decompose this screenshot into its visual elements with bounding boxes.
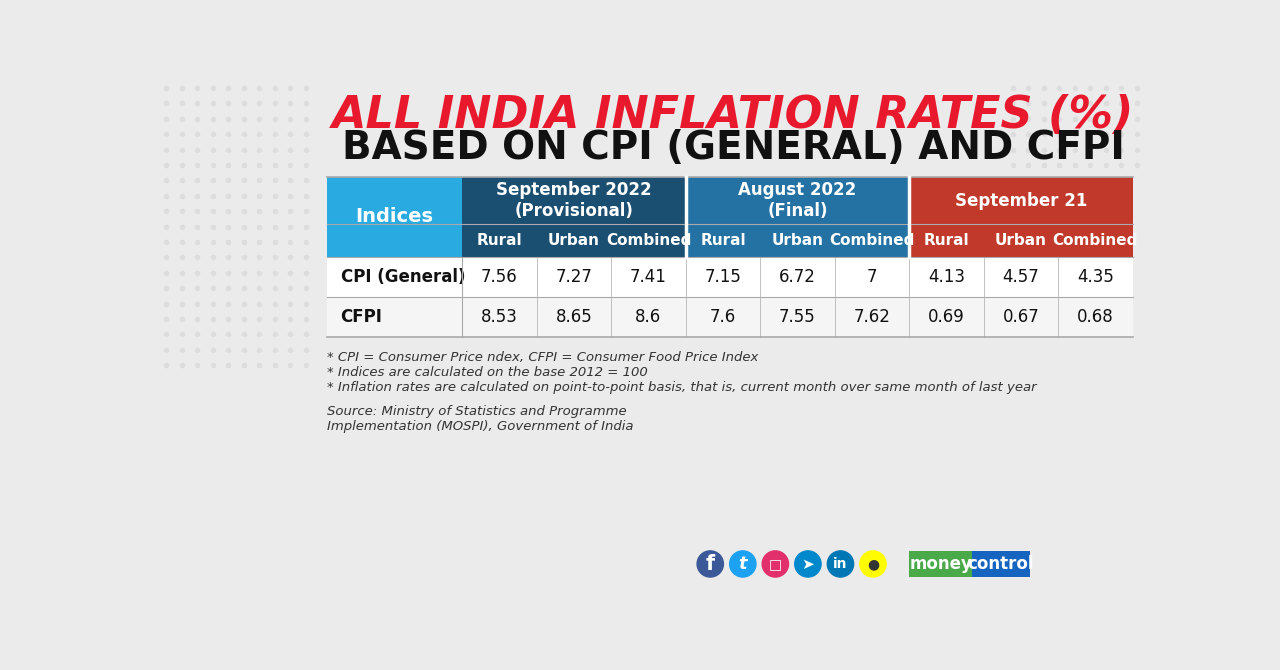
Text: September 21: September 21 <box>955 192 1087 210</box>
Text: Rural: Rural <box>924 233 969 248</box>
Bar <box>326 177 1133 337</box>
Bar <box>326 177 462 257</box>
Text: ➤: ➤ <box>801 557 814 572</box>
Bar <box>536 224 612 257</box>
Text: * Inflation rates are calculated on point-to-point basis, that is, current month: * Inflation rates are calculated on poin… <box>326 381 1037 395</box>
Text: 7.41: 7.41 <box>630 268 667 285</box>
Bar <box>1059 224 1133 257</box>
Bar <box>462 224 536 257</box>
Text: Source: Ministry of Statistics and Programme
Implementation (MOSPI), Government : Source: Ministry of Statistics and Progr… <box>326 405 634 433</box>
Text: Combined: Combined <box>829 233 915 248</box>
Text: Combined: Combined <box>605 233 691 248</box>
Text: f: f <box>705 554 714 574</box>
Text: Indices: Indices <box>356 207 434 226</box>
Text: 8.6: 8.6 <box>635 308 662 326</box>
Circle shape <box>762 551 788 577</box>
Bar <box>909 551 972 577</box>
Text: 8.65: 8.65 <box>556 308 593 326</box>
Circle shape <box>698 551 723 577</box>
Circle shape <box>730 551 756 577</box>
Bar <box>326 257 1133 297</box>
Text: 7.55: 7.55 <box>780 308 815 326</box>
Text: □: □ <box>769 557 782 571</box>
Text: 7.56: 7.56 <box>481 268 518 285</box>
Text: 0.68: 0.68 <box>1076 308 1114 326</box>
Text: Combined: Combined <box>1052 233 1138 248</box>
Text: 8.53: 8.53 <box>481 308 518 326</box>
Text: September 2022
(Provisional): September 2022 (Provisional) <box>497 181 652 220</box>
Text: * CPI = Consumer Price ndex, CFPI = Consumer Food Price Index: * CPI = Consumer Price ndex, CFPI = Cons… <box>326 350 758 364</box>
Text: 7.15: 7.15 <box>704 268 741 285</box>
Text: money: money <box>909 555 972 573</box>
Text: ALL INDIA INFLATION RATES (%): ALL INDIA INFLATION RATES (%) <box>333 94 1134 137</box>
Circle shape <box>795 551 820 577</box>
Text: Urban: Urban <box>995 233 1047 248</box>
Bar <box>612 224 686 257</box>
Bar <box>326 297 1133 337</box>
Text: August 2022
(Final): August 2022 (Final) <box>739 181 856 220</box>
Text: Urban: Urban <box>548 233 600 248</box>
Text: * Indices are calculated on the base 2012 = 100: * Indices are calculated on the base 201… <box>326 366 648 379</box>
Bar <box>462 177 686 224</box>
Bar <box>909 224 983 257</box>
Circle shape <box>860 551 886 577</box>
Bar <box>983 224 1059 257</box>
Text: CPI (General): CPI (General) <box>340 268 465 285</box>
Text: 7: 7 <box>867 268 877 285</box>
Bar <box>686 224 760 257</box>
Text: Urban: Urban <box>772 233 823 248</box>
Text: 7.6: 7.6 <box>710 308 736 326</box>
Bar <box>909 177 1133 224</box>
Text: Rural: Rural <box>700 233 746 248</box>
Circle shape <box>827 551 854 577</box>
Text: 7.27: 7.27 <box>556 268 593 285</box>
Text: 6.72: 6.72 <box>780 268 815 285</box>
Bar <box>835 224 909 257</box>
Text: CFPI: CFPI <box>340 308 383 326</box>
Text: BASED ON CPI (GENERAL) AND CFPI: BASED ON CPI (GENERAL) AND CFPI <box>342 129 1125 167</box>
Text: in: in <box>833 557 847 571</box>
Text: 4.35: 4.35 <box>1076 268 1114 285</box>
Text: control: control <box>968 555 1034 573</box>
Text: ●: ● <box>867 557 879 571</box>
Text: 0.67: 0.67 <box>1002 308 1039 326</box>
Text: 7.62: 7.62 <box>854 308 891 326</box>
Bar <box>760 224 835 257</box>
Bar <box>686 177 909 224</box>
Text: 4.57: 4.57 <box>1002 268 1039 285</box>
Bar <box>972 551 1029 577</box>
Text: t: t <box>739 555 748 573</box>
Text: Rural: Rural <box>476 233 522 248</box>
Text: 4.13: 4.13 <box>928 268 965 285</box>
Text: 0.69: 0.69 <box>928 308 965 326</box>
